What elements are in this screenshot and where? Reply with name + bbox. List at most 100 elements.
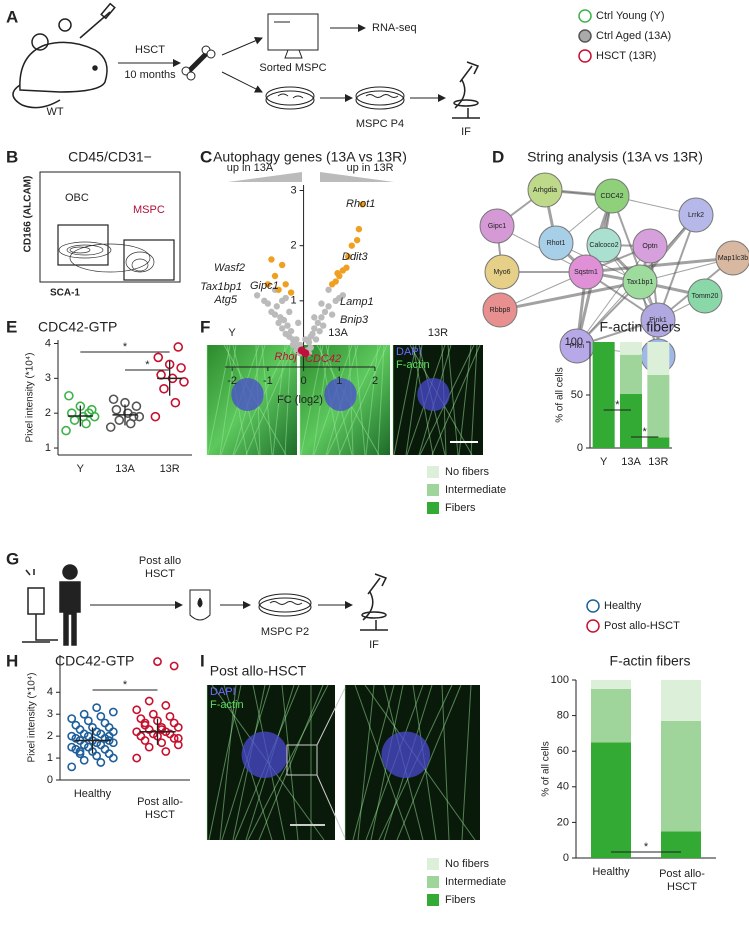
point bbox=[100, 744, 110, 754]
point bbox=[307, 344, 314, 351]
y-tick-label: 0 bbox=[577, 442, 583, 454]
point bbox=[153, 657, 162, 666]
gene-label: CDC42 bbox=[305, 353, 341, 365]
fiber bbox=[431, 344, 481, 456]
bar-segment bbox=[661, 831, 701, 858]
fiber bbox=[393, 344, 417, 456]
point bbox=[328, 281, 336, 288]
gate-label: MSPC bbox=[133, 204, 165, 216]
y-axis-label: Pixel intensity (*10⁴) bbox=[25, 353, 36, 443]
gene-label: Ddit3 bbox=[342, 251, 369, 263]
fiber bbox=[354, 684, 411, 841]
node-label: Map1lc3b bbox=[718, 255, 748, 262]
panel-label: B bbox=[6, 147, 18, 166]
network-node bbox=[527, 172, 563, 208]
legend-label: Intermediate bbox=[445, 484, 506, 496]
significance-mark: * bbox=[123, 679, 128, 691]
point bbox=[161, 747, 171, 756]
point bbox=[353, 236, 361, 244]
x-tick-label: 13A bbox=[621, 456, 641, 468]
point bbox=[159, 383, 169, 394]
image-label: 13A bbox=[328, 327, 348, 339]
node-label: Pink1 bbox=[649, 317, 667, 324]
chart-title: F-actin fibers bbox=[600, 319, 681, 335]
y-tick-label: 4 bbox=[45, 337, 51, 349]
legend-label: Ctrl Aged (13A) bbox=[596, 30, 671, 42]
point bbox=[287, 289, 295, 296]
legend-marker bbox=[586, 599, 600, 613]
legend-label: Intermediate bbox=[445, 876, 506, 888]
network-node bbox=[594, 178, 630, 214]
panel-label: E bbox=[6, 317, 17, 336]
gene-label: Atg5 bbox=[213, 294, 238, 306]
y-tick-label: 2 bbox=[45, 407, 51, 419]
point bbox=[92, 703, 102, 713]
legend-marker bbox=[586, 619, 600, 633]
point bbox=[264, 281, 272, 288]
significance-mark: * bbox=[123, 341, 128, 353]
node-label: Sqstm1 bbox=[574, 269, 598, 276]
micrograph bbox=[392, 344, 483, 456]
zoom-line bbox=[316, 687, 346, 746]
point bbox=[64, 390, 74, 401]
fiber bbox=[300, 344, 324, 456]
point bbox=[67, 731, 77, 741]
point bbox=[280, 316, 288, 324]
point bbox=[348, 242, 355, 249]
point bbox=[173, 722, 183, 732]
point bbox=[140, 736, 150, 745]
legend-label: Post allo-HSCT bbox=[604, 620, 680, 632]
point bbox=[71, 720, 81, 730]
image-label: 13R bbox=[428, 327, 448, 339]
legend-label: Fibers bbox=[445, 894, 476, 906]
point bbox=[355, 225, 363, 233]
point bbox=[96, 712, 106, 721]
legend-label: Ctrl Young (Y) bbox=[596, 10, 664, 22]
significance-mark: * bbox=[615, 399, 620, 411]
point bbox=[144, 742, 154, 752]
node-label: Myo6 bbox=[493, 269, 510, 276]
gene-label: Rhoj bbox=[274, 351, 297, 363]
y-axis-label: Pixel intensity (*10⁴) bbox=[27, 673, 38, 763]
point bbox=[271, 311, 279, 318]
fiber bbox=[354, 344, 366, 456]
point bbox=[100, 718, 110, 728]
direction-label: up in 13R bbox=[346, 162, 393, 174]
point bbox=[275, 319, 282, 327]
panel-title: CD45/CD31− bbox=[68, 149, 152, 165]
network-node bbox=[479, 208, 515, 244]
y-axis-label: % of all cells bbox=[541, 741, 552, 797]
flow-plot bbox=[39, 171, 181, 283]
fiber bbox=[470, 344, 478, 456]
point bbox=[104, 749, 114, 759]
bar-segment bbox=[647, 437, 670, 448]
stain-label: DAPI bbox=[210, 686, 236, 698]
micrograph bbox=[206, 344, 297, 456]
gene-label: Rhot1 bbox=[346, 198, 375, 210]
point bbox=[148, 709, 158, 719]
node-label: Prkn bbox=[570, 343, 585, 350]
network-edge bbox=[657, 214, 697, 321]
network-edge bbox=[585, 256, 734, 274]
point bbox=[108, 727, 118, 737]
micrograph bbox=[206, 684, 335, 841]
point bbox=[282, 281, 289, 288]
network-node bbox=[622, 264, 658, 300]
point bbox=[79, 709, 89, 719]
point bbox=[108, 753, 118, 763]
point bbox=[309, 330, 316, 338]
panel-label: A bbox=[6, 7, 18, 26]
point bbox=[264, 300, 272, 307]
point bbox=[282, 294, 289, 302]
label: RNA-seq bbox=[372, 22, 417, 34]
significance-mark: * bbox=[145, 359, 150, 371]
point bbox=[278, 261, 286, 269]
point bbox=[108, 707, 118, 717]
point bbox=[67, 714, 77, 723]
point bbox=[339, 292, 347, 299]
legend-swatch bbox=[427, 858, 439, 870]
point bbox=[345, 253, 352, 260]
x-tick-label: 13A bbox=[115, 463, 135, 475]
bar-segment bbox=[592, 342, 615, 448]
